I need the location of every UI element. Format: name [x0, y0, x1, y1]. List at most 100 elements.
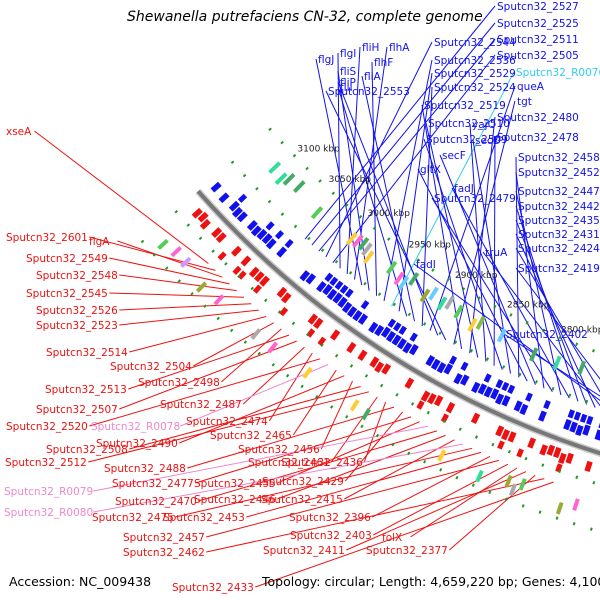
- plus-strand-gene: [471, 381, 481, 394]
- minus-strand-gene: [445, 401, 456, 414]
- coordinate-label: 2850 kbp: [507, 300, 550, 310]
- plus-strand-gene: [237, 193, 248, 203]
- label-leader-line: [292, 369, 337, 436]
- label-leader-line: [109, 257, 230, 285]
- minus-strand-gene: [306, 328, 316, 338]
- minus-strand-gene-label: Sputcn32_2523: [36, 320, 118, 332]
- minus-strand-gene-label: Sputcn32_R0080: [4, 507, 93, 519]
- minus-strand-gene: [433, 395, 444, 407]
- plus-strand-gene: [519, 403, 529, 416]
- plus-strand-gene: [385, 330, 396, 343]
- feature-tracks: [157, 161, 600, 515]
- plus-strand-gene-label: Sputcn32_2478: [497, 132, 579, 144]
- minus-strand-gene-label: Sputcn32_2508: [46, 444, 128, 456]
- plus-strand-gene: [393, 322, 402, 332]
- gene-labels: Sputcn32_2527Sputcn32_2525Sputcn32_2511S…: [4, 1, 600, 594]
- minus-strand-gene: [527, 437, 537, 449]
- minus-strand-gene: [197, 211, 209, 223]
- minus-strand-gene-label: Sputcn32_2475: [92, 512, 174, 524]
- misc-feature: [436, 296, 448, 311]
- plus-strand-gene: [391, 334, 402, 346]
- plus-strand-gene-label: queA: [517, 81, 545, 93]
- label-leader-line: [363, 401, 387, 463]
- plus-strand-gene-label: Sputcn32_2527: [497, 1, 579, 13]
- plus-strand-gene: [495, 379, 504, 389]
- label-leader-line: [93, 443, 464, 513]
- misc-feature: [179, 256, 192, 269]
- misc-feature: [385, 260, 398, 275]
- plus-strand-gene-label: Sputcn32_2510: [428, 118, 510, 130]
- label-leader-line: [206, 459, 500, 538]
- plus-strand-gene: [448, 355, 458, 365]
- plus-strand-gene-label: gltX: [420, 164, 441, 176]
- plus-strand-gene-label: fliH: [362, 42, 379, 54]
- label-leader-line: [503, 333, 600, 397]
- label-leader-line: [315, 58, 363, 286]
- misc-feature: [267, 341, 279, 354]
- label-leader-line: [410, 467, 518, 538]
- plus-strand-gene: [569, 421, 578, 433]
- minus-strand-gene-label: folX: [382, 532, 402, 544]
- plus-strand-gene-label: fliI: [340, 82, 353, 94]
- minus-strand-gene-label: Sputcn32_2377: [366, 545, 448, 557]
- misc-feature: [496, 328, 507, 343]
- misc-feature: [351, 234, 364, 248]
- plus-strand-gene: [329, 276, 339, 286]
- label-leader-line: [255, 481, 554, 588]
- label-leader-line: [421, 104, 463, 349]
- accession-text: Accession: NC_009438: [9, 574, 152, 589]
- plus-strand-gene: [563, 418, 572, 431]
- label-leader-line: [129, 316, 267, 353]
- minus-strand-gene: [259, 275, 270, 287]
- label-leader-line: [325, 90, 447, 341]
- label-leader-line: [89, 358, 321, 427]
- minus-strand-gene: [507, 431, 517, 443]
- label-leader-line: [383, 59, 433, 302]
- minus-strand-gene-label: flgA: [89, 236, 110, 248]
- label-leader-line: [193, 322, 274, 367]
- minus-strand-gene: [253, 271, 265, 283]
- plus-strand-gene-label: Sputcn32_2553: [328, 86, 410, 98]
- plus-strand-gene: [398, 325, 407, 336]
- minus-strand-gene: [232, 265, 242, 276]
- minus-strand-gene: [191, 207, 203, 219]
- label-leader-line: [89, 236, 216, 271]
- label-leader-line: [423, 138, 503, 370]
- minus-strand-gene: [313, 317, 324, 329]
- label-leader-line: [88, 391, 370, 463]
- minus-strand-gene-label: Sputcn32_2526: [36, 305, 118, 317]
- plus-strand-gene-label: flhA: [389, 42, 410, 54]
- misc-feature: [508, 483, 517, 497]
- minus-strand-gene-label: Sputcn32_2514: [46, 347, 128, 359]
- minus-strand-gene: [546, 444, 556, 456]
- label-leader-line: [195, 416, 412, 484]
- plus-strand-gene: [396, 338, 407, 350]
- misc-feature: [529, 347, 539, 362]
- label-leader-line: [439, 154, 536, 385]
- plus-strand-gene-label: Sputcn32_2442: [518, 201, 600, 213]
- misc-feature: [552, 355, 562, 371]
- minus-strand-gene: [558, 452, 567, 465]
- plus-strand-gene: [425, 355, 436, 367]
- label-leader-line: [117, 240, 223, 278]
- plus-strand-gene: [326, 288, 338, 301]
- plus-strand-gene: [494, 393, 505, 405]
- label-leader-line: [311, 22, 496, 246]
- plus-strand-gene-label: Sputcn32_2519: [424, 100, 506, 112]
- plus-strand-gene: [430, 358, 441, 371]
- plus-strand-gene: [265, 238, 277, 250]
- plus-strand-gene-label: Sputcn32_2424: [518, 243, 600, 255]
- plus-strand-gene: [228, 200, 240, 212]
- misc-feature: [504, 474, 513, 488]
- label-leader-line: [242, 346, 305, 405]
- plus-strand-gene: [459, 374, 470, 386]
- label-leader-line: [469, 116, 496, 354]
- misc-feature: [419, 288, 431, 303]
- minus-strand-gene-label: Sputcn32_2455: [194, 478, 276, 490]
- misc-feature: [349, 399, 360, 412]
- minus-strand-gene: [552, 446, 562, 459]
- minus-strand-gene-label: Sputcn32_2477: [112, 478, 194, 490]
- plus-strand-gene-label: Sputcn32_2524: [434, 82, 516, 94]
- plus-strand-gene: [436, 362, 447, 374]
